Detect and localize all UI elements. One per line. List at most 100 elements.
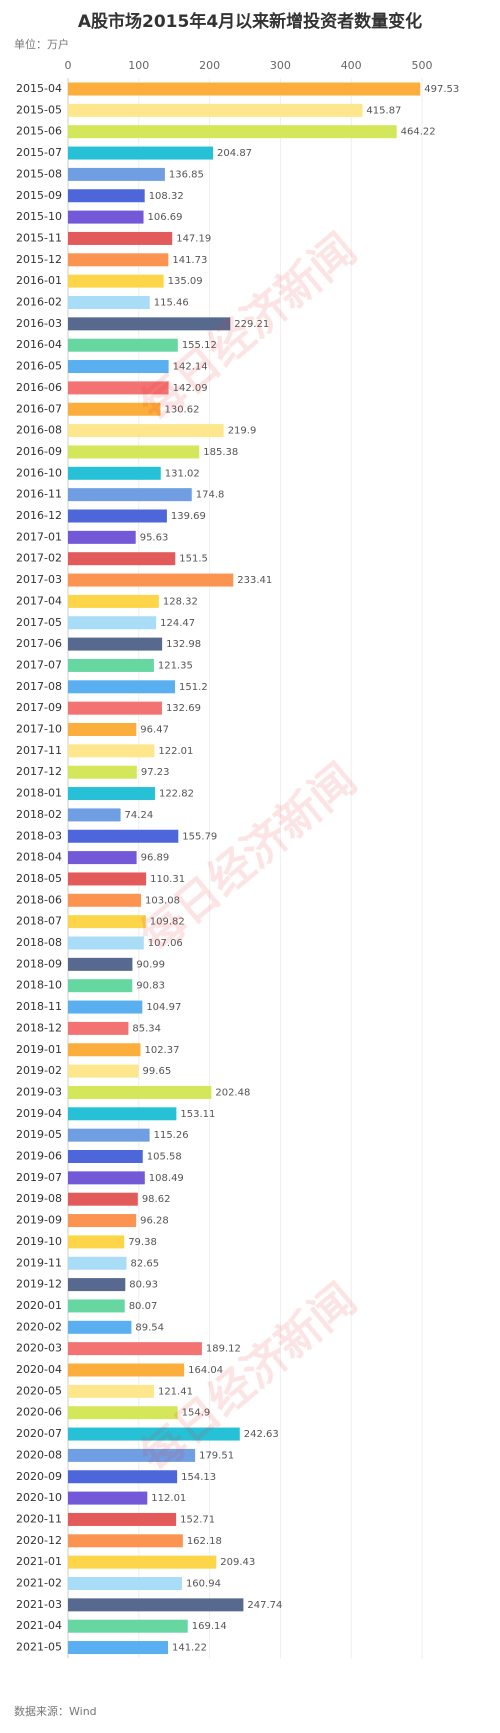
value-label: 103.08 xyxy=(145,895,180,906)
y-tick-label: 2018-09 xyxy=(16,957,62,970)
bar xyxy=(68,1448,196,1462)
bar xyxy=(68,274,164,288)
value-label: 415.87 xyxy=(366,105,401,116)
y-tick-label: 2016-09 xyxy=(16,445,62,458)
y-tick-label: 2017-11 xyxy=(16,744,62,757)
y-tick-label: 2020-06 xyxy=(16,1406,62,1419)
bar xyxy=(68,1171,145,1185)
value-label: 247.74 xyxy=(247,1600,282,1611)
value-label: 179.51 xyxy=(199,1450,234,1461)
bar xyxy=(68,1320,132,1334)
bar xyxy=(68,851,137,865)
y-tick-label: 2018-02 xyxy=(16,808,62,821)
bar xyxy=(68,189,145,203)
bar xyxy=(68,594,159,608)
unit-label: 单位：万户 xyxy=(14,37,69,51)
bar xyxy=(68,658,154,672)
y-tick-label: 2020-07 xyxy=(16,1427,62,1440)
value-label: 142.14 xyxy=(173,362,208,373)
bar xyxy=(68,552,176,566)
value-label: 96.89 xyxy=(141,853,170,864)
value-label: 95.63 xyxy=(140,532,169,543)
bar xyxy=(68,1214,137,1228)
value-label: 112.01 xyxy=(151,1493,186,1504)
y-tick-label: 2017-04 xyxy=(16,594,62,607)
y-tick-label: 2018-07 xyxy=(16,915,62,928)
y-tick-label: 2019-09 xyxy=(16,1214,62,1227)
value-label: 219.9 xyxy=(228,426,257,437)
bar xyxy=(68,1256,127,1270)
bar xyxy=(68,509,167,523)
y-tick-label: 2018-06 xyxy=(16,893,62,906)
bar xyxy=(68,317,231,331)
value-label: 98.62 xyxy=(142,1194,171,1205)
value-label: 185.38 xyxy=(203,447,238,458)
value-label: 121.41 xyxy=(158,1386,193,1397)
bar xyxy=(68,82,421,96)
bar xyxy=(68,125,397,139)
y-tick-label: 2016-06 xyxy=(16,381,62,394)
bar xyxy=(68,680,176,694)
bar xyxy=(68,445,200,459)
bar xyxy=(68,103,363,117)
value-label: 141.22 xyxy=(172,1643,207,1654)
y-tick-label: 2020-12 xyxy=(16,1534,62,1547)
bar xyxy=(68,616,157,630)
value-label: 115.26 xyxy=(154,1130,189,1141)
watermark: 每日经济新闻 xyxy=(131,1274,366,1483)
value-label: 124.47 xyxy=(160,618,195,629)
bar xyxy=(68,701,162,715)
y-tick-label: 2018-05 xyxy=(16,872,62,885)
bar xyxy=(68,1043,141,1057)
value-label: 132.98 xyxy=(166,639,201,650)
y-tick-label: 2019-03 xyxy=(16,1085,62,1098)
y-tick-label: 2016-03 xyxy=(16,317,62,330)
value-label: 85.34 xyxy=(132,1023,161,1034)
bar xyxy=(68,1555,217,1569)
y-tick-label: 2017-06 xyxy=(16,637,62,650)
y-tick-label: 2016-08 xyxy=(16,424,62,437)
bar xyxy=(68,530,136,544)
plot: 0 100 200 300 400 500 2015-04 497.53 2015-05 415.… xyxy=(16,59,459,1659)
y-tick-label: 2018-11 xyxy=(16,1000,62,1013)
value-label: 82.65 xyxy=(131,1258,160,1269)
value-label: 164.04 xyxy=(188,1365,223,1376)
x-tick-label: 0 xyxy=(65,59,72,72)
y-tick-label: 2015-09 xyxy=(16,189,62,202)
value-label: 233.41 xyxy=(237,575,272,586)
y-tick-label: 2020-05 xyxy=(16,1384,62,1397)
bar xyxy=(68,360,169,374)
y-tick-label: 2017-10 xyxy=(16,723,62,736)
value-label: 74.24 xyxy=(125,810,154,821)
bar xyxy=(68,1427,240,1441)
bar xyxy=(68,381,169,395)
y-tick-label: 2017-08 xyxy=(16,680,62,693)
y-tick-label: 2020-11 xyxy=(16,1512,62,1525)
y-tick-label: 2016-11 xyxy=(16,488,62,501)
value-label: 153.11 xyxy=(180,1109,215,1120)
value-label: 130.62 xyxy=(164,404,199,415)
y-tick-label: 2019-06 xyxy=(16,1150,62,1163)
value-label: 151.5 xyxy=(179,554,208,565)
bar xyxy=(68,787,155,801)
value-label: 104.97 xyxy=(146,1002,181,1013)
value-label: 189.12 xyxy=(206,1344,241,1355)
bar xyxy=(68,637,163,651)
value-label: 152.71 xyxy=(180,1514,215,1525)
y-tick-label: 2019-12 xyxy=(16,1278,62,1291)
bar xyxy=(68,936,144,950)
value-label: 242.63 xyxy=(244,1429,279,1440)
y-tick-label: 2017-03 xyxy=(16,573,62,586)
y-tick-label: 2017-09 xyxy=(16,701,62,714)
bar xyxy=(68,1470,178,1484)
y-tick-label: 2019-08 xyxy=(16,1192,62,1205)
value-label: 155.12 xyxy=(182,340,217,351)
value-label: 115.46 xyxy=(154,298,189,309)
value-label: 202.48 xyxy=(215,1087,250,1098)
value-label: 169.14 xyxy=(192,1621,227,1632)
y-tick-label: 2021-05 xyxy=(16,1641,62,1654)
value-label: 147.19 xyxy=(176,233,211,244)
value-label: 174.8 xyxy=(196,490,225,501)
value-label: 464.22 xyxy=(401,127,436,138)
bar xyxy=(68,338,178,352)
